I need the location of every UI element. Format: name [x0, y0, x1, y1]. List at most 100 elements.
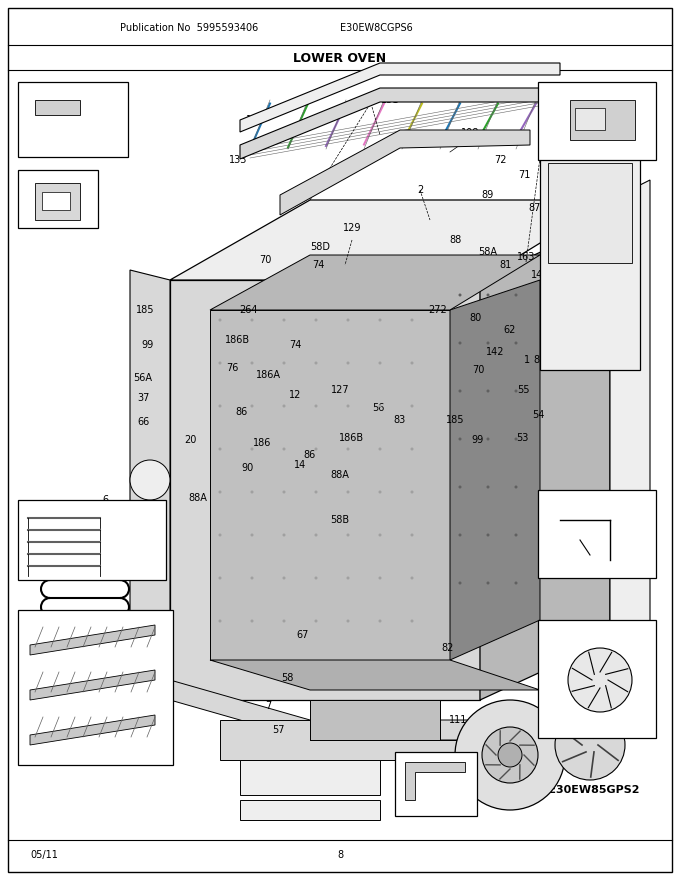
- Text: 311: 311: [82, 88, 101, 98]
- Circle shape: [411, 448, 413, 451]
- Circle shape: [486, 294, 490, 297]
- Text: 81: 81: [499, 260, 511, 270]
- Text: 87: 87: [529, 203, 541, 213]
- Text: 71: 71: [517, 170, 530, 180]
- Circle shape: [379, 490, 381, 494]
- Text: 310: 310: [30, 88, 48, 98]
- Polygon shape: [35, 183, 80, 220]
- Text: 14: 14: [294, 460, 306, 470]
- Text: 56: 56: [372, 403, 384, 413]
- Circle shape: [486, 390, 490, 392]
- Polygon shape: [130, 270, 170, 710]
- Circle shape: [314, 620, 318, 622]
- Circle shape: [347, 620, 350, 622]
- Polygon shape: [405, 762, 465, 800]
- Polygon shape: [240, 88, 560, 159]
- Circle shape: [515, 294, 517, 297]
- Text: 143: 143: [531, 270, 549, 280]
- Circle shape: [347, 533, 350, 537]
- Circle shape: [250, 533, 254, 537]
- Polygon shape: [170, 280, 480, 700]
- Polygon shape: [570, 100, 635, 140]
- Text: 8: 8: [337, 850, 343, 860]
- Circle shape: [458, 582, 462, 584]
- Circle shape: [282, 448, 286, 451]
- Circle shape: [379, 576, 381, 580]
- Text: 81: 81: [534, 355, 546, 365]
- Circle shape: [218, 405, 222, 407]
- Text: 185: 185: [136, 305, 154, 315]
- Circle shape: [515, 486, 517, 488]
- Text: 88: 88: [449, 235, 461, 245]
- Polygon shape: [30, 625, 155, 655]
- Text: 67: 67: [296, 630, 309, 640]
- Polygon shape: [35, 100, 80, 115]
- Circle shape: [314, 405, 318, 407]
- Circle shape: [455, 700, 565, 810]
- Text: 86: 86: [236, 407, 248, 417]
- Circle shape: [218, 319, 222, 321]
- Circle shape: [411, 362, 413, 364]
- Text: 11A: 11A: [18, 561, 35, 569]
- Bar: [18, 610, 173, 765]
- Circle shape: [250, 576, 254, 580]
- Circle shape: [314, 490, 318, 494]
- Text: 58B: 58B: [330, 515, 350, 525]
- Text: 131: 131: [381, 95, 399, 105]
- Text: 89: 89: [481, 190, 493, 200]
- Text: 58D: 58D: [310, 242, 330, 252]
- Text: 88A: 88A: [330, 470, 350, 480]
- Text: 312: 312: [30, 143, 48, 153]
- Text: LOWER OVEN: LOWER OVEN: [294, 52, 386, 64]
- Circle shape: [218, 490, 222, 494]
- Circle shape: [218, 620, 222, 622]
- Bar: [18, 170, 98, 228]
- Circle shape: [515, 582, 517, 584]
- Text: 142: 142: [486, 347, 505, 357]
- Bar: [538, 82, 656, 160]
- Circle shape: [347, 362, 350, 364]
- Circle shape: [282, 533, 286, 537]
- Circle shape: [347, 319, 350, 321]
- Polygon shape: [170, 680, 610, 740]
- Circle shape: [347, 576, 350, 580]
- Text: 107: 107: [420, 795, 439, 805]
- Text: 140: 140: [400, 755, 420, 765]
- Text: 66: 66: [137, 417, 149, 427]
- Text: 62: 62: [504, 325, 516, 335]
- Text: 108: 108: [461, 128, 479, 138]
- Text: 76: 76: [226, 363, 238, 373]
- Polygon shape: [480, 220, 610, 700]
- Text: 13: 13: [129, 561, 140, 569]
- Circle shape: [282, 620, 286, 622]
- Circle shape: [347, 405, 350, 407]
- Circle shape: [218, 448, 222, 451]
- Text: 55: 55: [517, 385, 529, 395]
- Circle shape: [379, 533, 381, 537]
- Text: 99: 99: [142, 340, 154, 350]
- Circle shape: [250, 448, 254, 451]
- Circle shape: [282, 319, 286, 321]
- Polygon shape: [170, 200, 610, 280]
- Circle shape: [282, 405, 286, 407]
- Text: 185: 185: [446, 415, 464, 425]
- Text: 82: 82: [442, 643, 454, 653]
- Circle shape: [486, 341, 490, 344]
- Text: 97A: 97A: [542, 85, 563, 95]
- Text: 11: 11: [75, 511, 86, 520]
- Polygon shape: [30, 670, 155, 700]
- Circle shape: [411, 319, 413, 321]
- Circle shape: [515, 437, 517, 441]
- Circle shape: [411, 490, 413, 494]
- Circle shape: [218, 533, 222, 537]
- Text: 99: 99: [472, 435, 484, 445]
- Text: 83: 83: [394, 415, 406, 425]
- Text: 109: 109: [622, 695, 640, 705]
- Text: 186B: 186B: [339, 433, 364, 443]
- Text: 37: 37: [137, 393, 149, 403]
- Bar: [42, 192, 70, 210]
- Bar: [548, 163, 632, 263]
- Circle shape: [498, 743, 522, 767]
- Circle shape: [250, 405, 254, 407]
- Circle shape: [458, 437, 462, 441]
